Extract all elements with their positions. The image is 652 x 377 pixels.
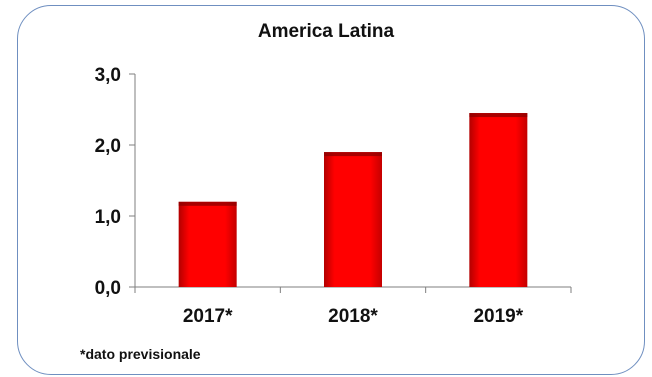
bar [324, 152, 382, 287]
bar-top-shade [324, 152, 382, 157]
x-tick-label: 2019* [473, 306, 523, 327]
y-tick-label: 0,0 [95, 278, 121, 299]
bar [469, 113, 528, 287]
chart-title: America Latina [257, 21, 395, 42]
y-tick-label: 3,0 [95, 65, 121, 86]
footnote: *dato previsionale [80, 346, 201, 362]
y-tick-label: 1,0 [95, 207, 121, 228]
x-tick-label: 2017* [183, 306, 233, 327]
bar-top-shade [469, 113, 528, 118]
y-tick-label: 2,0 [95, 136, 121, 157]
x-tick-label: 2018* [328, 306, 378, 327]
bar-top-shade [178, 201, 237, 206]
bar [178, 201, 237, 287]
